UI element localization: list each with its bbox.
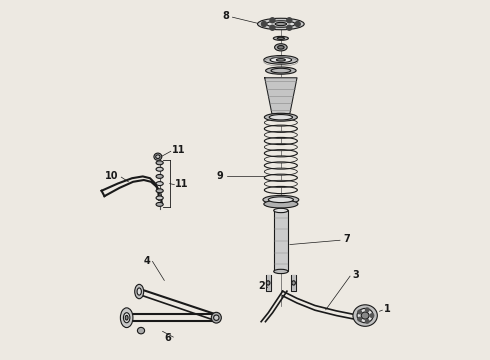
Ellipse shape [269,197,294,203]
Ellipse shape [121,308,133,328]
Circle shape [287,25,292,30]
Ellipse shape [361,312,369,319]
Text: 2: 2 [258,281,265,291]
Ellipse shape [265,113,297,121]
Ellipse shape [267,21,295,27]
Polygon shape [265,78,297,114]
Ellipse shape [263,195,299,204]
Circle shape [270,25,275,30]
Ellipse shape [123,313,130,323]
Circle shape [262,22,267,27]
Ellipse shape [265,144,297,151]
Circle shape [366,320,369,323]
Ellipse shape [273,36,289,40]
Text: 3: 3 [353,270,359,280]
Ellipse shape [265,131,297,139]
Circle shape [358,310,362,314]
Ellipse shape [137,327,145,334]
Ellipse shape [264,55,298,64]
Text: 8: 8 [222,12,229,22]
Ellipse shape [125,315,128,320]
Circle shape [366,308,369,311]
Ellipse shape [277,37,285,40]
Circle shape [287,18,292,23]
Ellipse shape [156,202,163,206]
Ellipse shape [353,305,377,326]
Ellipse shape [275,22,287,26]
Bar [274,211,288,271]
Text: 4: 4 [143,256,150,266]
Text: 1: 1 [384,304,391,314]
Ellipse shape [156,181,163,185]
Polygon shape [291,275,296,291]
Ellipse shape [154,153,162,160]
Text: 6: 6 [165,333,172,343]
Circle shape [370,314,374,318]
Circle shape [270,18,275,23]
Ellipse shape [292,281,295,285]
Text: 10: 10 [105,171,119,181]
Ellipse shape [156,167,163,171]
Ellipse shape [266,67,296,74]
Ellipse shape [274,44,287,51]
Text: 11: 11 [175,179,189,189]
Ellipse shape [276,59,285,61]
Ellipse shape [265,119,297,126]
Ellipse shape [156,196,163,200]
Ellipse shape [214,315,219,320]
Ellipse shape [135,284,144,299]
Ellipse shape [357,309,373,323]
Circle shape [358,318,362,321]
Ellipse shape [265,156,297,163]
Polygon shape [266,275,271,291]
Ellipse shape [264,200,298,208]
Text: 9: 9 [217,171,223,181]
Ellipse shape [274,208,288,213]
Text: 7: 7 [343,234,350,244]
Ellipse shape [265,168,297,175]
Ellipse shape [258,18,304,30]
Text: 11: 11 [172,144,185,154]
Ellipse shape [267,281,270,285]
Ellipse shape [137,288,141,295]
Ellipse shape [270,57,292,63]
Ellipse shape [156,175,163,179]
Ellipse shape [278,45,284,49]
Ellipse shape [211,312,221,323]
Ellipse shape [156,189,163,193]
Ellipse shape [269,114,293,120]
Ellipse shape [274,269,288,274]
Ellipse shape [156,155,160,158]
Circle shape [295,22,300,27]
Ellipse shape [265,180,297,188]
Ellipse shape [156,161,163,165]
